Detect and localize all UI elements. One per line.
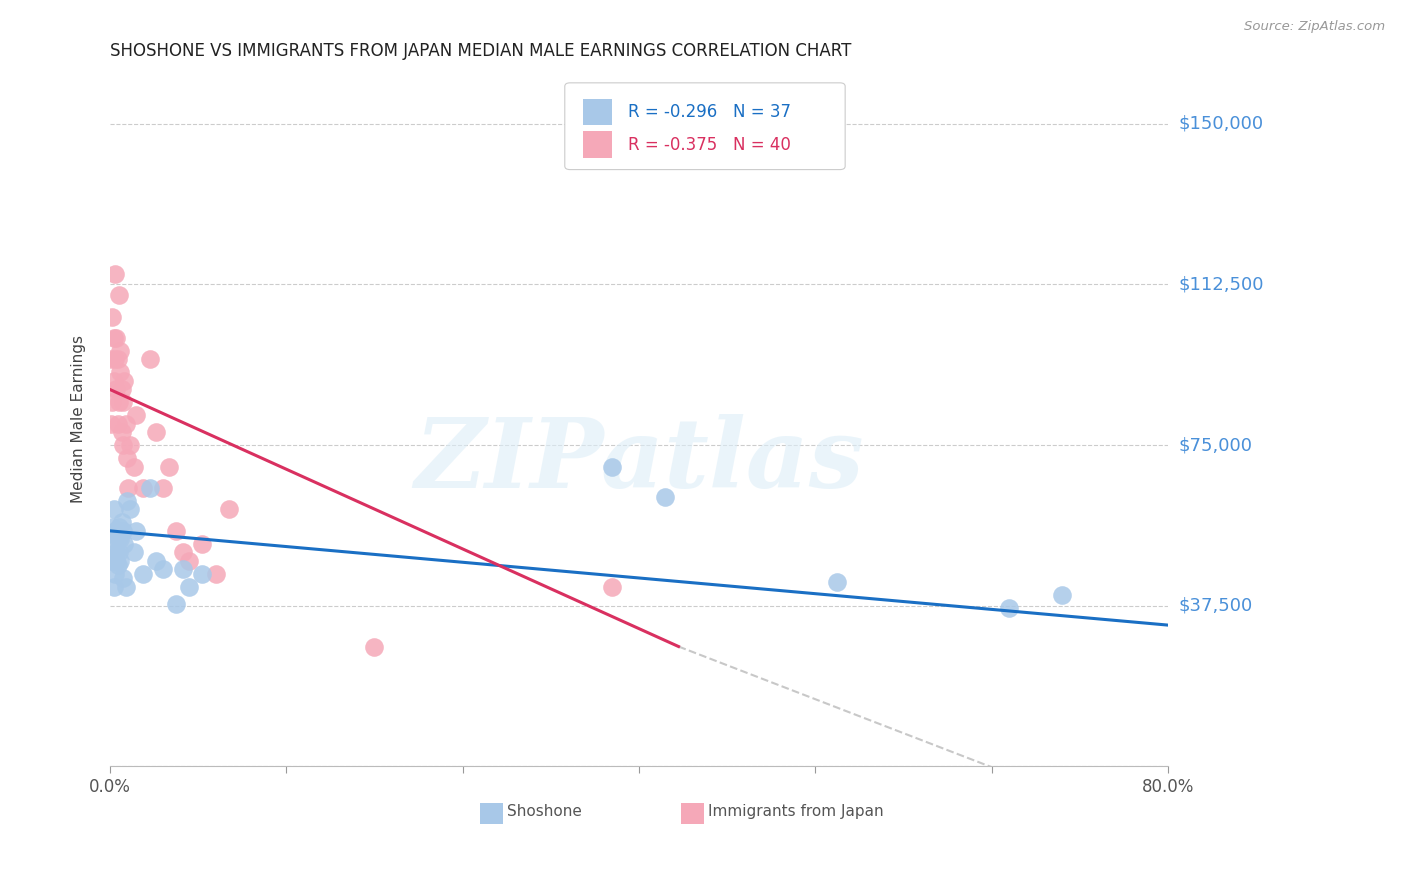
Point — [179, 554, 201, 568]
Text: SHOSHONE VS IMMIGRANTS FROM JAPAN MEDIAN MALE EARNINGS CORRELATION CHART: SHOSHONE VS IMMIGRANTS FROM JAPAN MEDIAN… — [110, 42, 851, 60]
Text: Shoshone: Shoshone — [506, 804, 582, 819]
Point — [152, 481, 174, 495]
Point — [100, 537, 122, 551]
Point — [125, 408, 148, 422]
Text: Source: ZipAtlas.com: Source: ZipAtlas.com — [1244, 20, 1385, 33]
Point — [114, 580, 136, 594]
Point — [122, 459, 145, 474]
Point — [122, 545, 145, 559]
Point — [101, 554, 124, 568]
Point — [103, 331, 125, 345]
Point — [1050, 588, 1073, 602]
Point — [105, 331, 128, 345]
Point — [172, 545, 194, 559]
Point — [112, 524, 135, 538]
Point — [602, 459, 624, 474]
Point — [103, 502, 125, 516]
Point — [101, 395, 124, 409]
Point — [110, 554, 132, 568]
Text: ZIPatlas: ZIPatlas — [413, 414, 863, 508]
Point — [179, 580, 201, 594]
Text: $75,000: $75,000 — [1180, 436, 1253, 454]
Text: R = -0.375   N = 40: R = -0.375 N = 40 — [628, 136, 792, 153]
Point — [104, 524, 127, 538]
Point — [152, 562, 174, 576]
Point — [103, 374, 125, 388]
Point — [112, 438, 135, 452]
Text: $112,500: $112,500 — [1180, 276, 1264, 293]
Point — [112, 571, 135, 585]
Point — [105, 545, 128, 559]
Point — [118, 438, 141, 452]
Point — [111, 383, 134, 397]
Point — [118, 502, 141, 516]
Point — [114, 417, 136, 431]
Point — [108, 519, 131, 533]
Point — [107, 558, 129, 573]
Point — [112, 395, 135, 409]
Point — [115, 450, 138, 465]
Text: $150,000: $150,000 — [1180, 115, 1264, 133]
Bar — [481, 804, 503, 824]
Point — [191, 566, 214, 581]
Point — [112, 374, 135, 388]
Point — [145, 425, 167, 440]
Point — [101, 519, 124, 533]
Text: Immigrants from Japan: Immigrants from Japan — [707, 804, 883, 819]
Point — [111, 516, 134, 530]
Bar — [681, 804, 704, 824]
Point — [204, 566, 226, 581]
Point — [602, 580, 624, 594]
Point — [103, 580, 125, 594]
Bar — [582, 131, 613, 158]
Point — [111, 425, 134, 440]
Point — [108, 395, 131, 409]
Point — [145, 554, 167, 568]
Point — [105, 554, 128, 568]
Text: $37,500: $37,500 — [1180, 597, 1253, 615]
Point — [112, 537, 135, 551]
Point — [172, 562, 194, 576]
Point — [218, 502, 240, 516]
Text: R = -0.296   N = 37: R = -0.296 N = 37 — [628, 103, 792, 121]
Point — [101, 310, 124, 324]
Point — [108, 545, 131, 559]
Point — [825, 575, 848, 590]
Point — [110, 343, 132, 358]
Point — [165, 597, 187, 611]
Point — [110, 533, 132, 547]
Point — [105, 383, 128, 397]
Point — [104, 566, 127, 581]
Point — [165, 524, 187, 538]
Point — [104, 352, 127, 367]
Point — [132, 481, 155, 495]
Point — [107, 352, 129, 367]
Point — [104, 267, 127, 281]
Point — [363, 640, 385, 654]
Bar — [582, 99, 613, 125]
Y-axis label: Median Male Earnings: Median Male Earnings — [72, 335, 86, 503]
Point — [108, 288, 131, 302]
Point — [138, 352, 160, 367]
Point — [654, 490, 676, 504]
Point — [117, 481, 139, 495]
FancyBboxPatch shape — [565, 83, 845, 169]
Point — [138, 481, 160, 495]
Point — [107, 533, 129, 547]
Point — [100, 352, 122, 367]
Point — [107, 417, 129, 431]
Point — [132, 566, 155, 581]
Point — [110, 365, 132, 379]
Point — [125, 524, 148, 538]
Point — [998, 601, 1021, 615]
Point — [115, 493, 138, 508]
Point — [157, 459, 180, 474]
Point — [191, 537, 214, 551]
Point — [100, 417, 122, 431]
